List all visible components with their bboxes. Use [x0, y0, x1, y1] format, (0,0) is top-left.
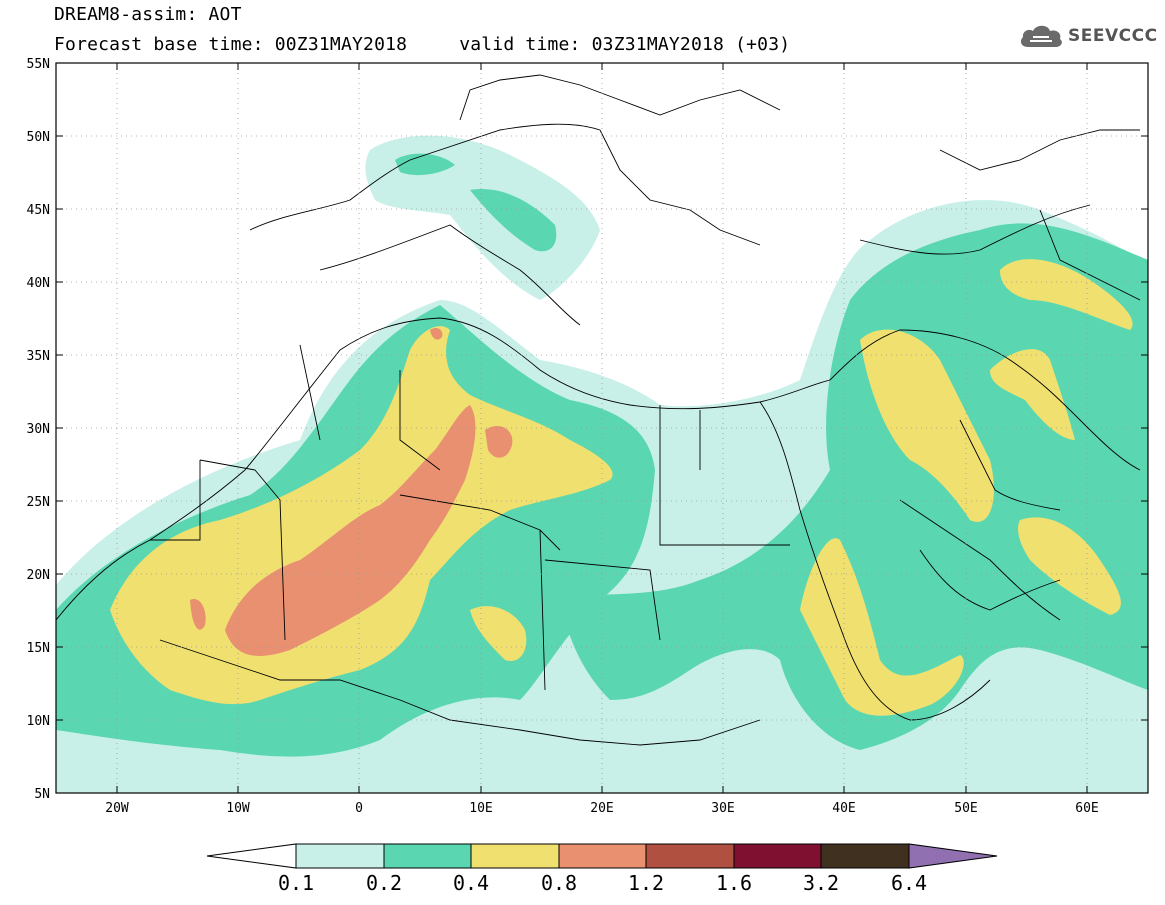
- lon-label: 60E: [1075, 801, 1098, 816]
- time-info: Forecast base time: 00Z31MAY2018 valid ti…: [54, 34, 790, 55]
- lat-label: 20N: [27, 568, 50, 583]
- lon-label: 50E: [954, 801, 977, 816]
- lat-label: 10N: [27, 714, 50, 729]
- lat-label: 40N: [27, 276, 50, 291]
- colorbar-label: 3.2: [803, 871, 839, 895]
- colorbar-label: 0.1: [278, 871, 314, 895]
- lon-label: 10W: [226, 801, 250, 816]
- lon-label: 20W: [105, 801, 129, 816]
- lat-label: 30N: [27, 422, 50, 437]
- colorbar-label: 1.2: [628, 871, 664, 895]
- colorbar-high-triangle: [908, 843, 998, 869]
- colorbar-label: 0.4: [453, 871, 489, 895]
- colorbar-swatch: [733, 843, 822, 869]
- lat-label: 55N: [27, 57, 50, 72]
- base-time: Forecast base time: 00Z31MAY2018: [54, 34, 408, 55]
- colorbar-swatch: [383, 843, 472, 869]
- colorbar-swatch: [820, 843, 910, 869]
- lat-label: 15N: [27, 641, 50, 656]
- colorbar-label: 6.4: [891, 871, 927, 895]
- lon-label: 30E: [711, 801, 734, 816]
- colorbar-low-triangle: [206, 843, 297, 869]
- map-title: DREAM8-assim: AOT: [54, 4, 242, 25]
- colorbar-swatch: [295, 843, 385, 869]
- cloud-icon: [1020, 25, 1062, 47]
- lat-label: 5N: [34, 787, 50, 802]
- seevccc-logo: SEEVCCC: [1018, 23, 1158, 49]
- logo-text: SEEVCCC: [1068, 26, 1158, 46]
- lat-label: 50N: [27, 130, 50, 145]
- lon-label: 10E: [469, 801, 492, 816]
- latitude-labels: 55N 50N 45N 40N 35N 30N 25N 20N 15N 10N …: [27, 57, 50, 802]
- lat-label: 25N: [27, 495, 50, 510]
- longitude-labels: 20W 10W 0 10E 20E 30E 40E 50E 60E: [105, 801, 1098, 816]
- lat-label: 45N: [27, 203, 50, 218]
- lon-label: 20E: [590, 801, 613, 816]
- lon-label: 40E: [832, 801, 855, 816]
- colorbar-swatch: [470, 843, 560, 869]
- lon-label: 0: [355, 801, 363, 816]
- tick-marks: [56, 62, 1148, 793]
- colorbar-label: 0.2: [366, 871, 402, 895]
- colorbar-label: 1.6: [716, 871, 752, 895]
- colorbar-swatch: [645, 843, 735, 869]
- valid-time: valid time: 03Z31MAY2018 (+03): [459, 34, 791, 55]
- country-borders: [56, 74, 1141, 746]
- aot-level-0-8: [190, 327, 513, 656]
- lat-label: 35N: [27, 349, 50, 364]
- colorbar-label: 0.8: [541, 871, 577, 895]
- gridlines: [56, 63, 1148, 793]
- colorbar-swatch: [558, 843, 647, 869]
- colorbar: 0.1 0.2 0.4 0.8 1.2 1.6 3.2 6.4: [206, 843, 998, 895]
